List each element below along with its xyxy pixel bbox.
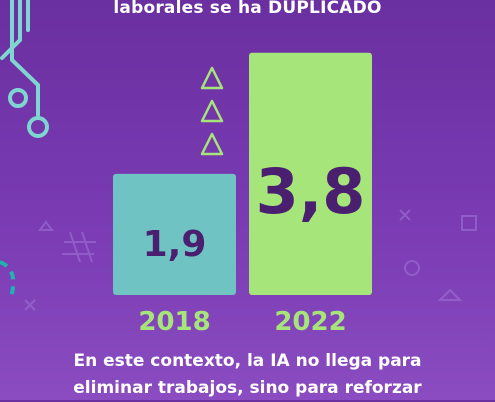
circuit-decoration (0, 0, 49, 138)
category-label-2018: 2018 (138, 307, 210, 337)
up-triangles (200, 66, 224, 156)
category-label-2022: 2022 (274, 307, 346, 337)
background-symbols (24, 209, 477, 311)
value-label-2022: 3,8 (256, 155, 366, 228)
dashed-arc (0, 260, 16, 301)
bar-2018 (113, 173, 236, 295)
triangle-icon (200, 66, 224, 90)
triangle-icon (200, 99, 224, 123)
headline: laborales se ha DUPLICADO (113, 0, 382, 18)
footer-text: En este contexto, la IA no llega para el… (0, 348, 495, 402)
value-label-2018: 1,9 (143, 224, 207, 265)
triangle-icon (200, 132, 224, 156)
bar-2022 (249, 52, 372, 295)
footer-line-2: eliminar trabajos, sino para reforzar (73, 378, 422, 398)
footer-line-1: En este contexto, la IA no llega para (73, 351, 422, 371)
